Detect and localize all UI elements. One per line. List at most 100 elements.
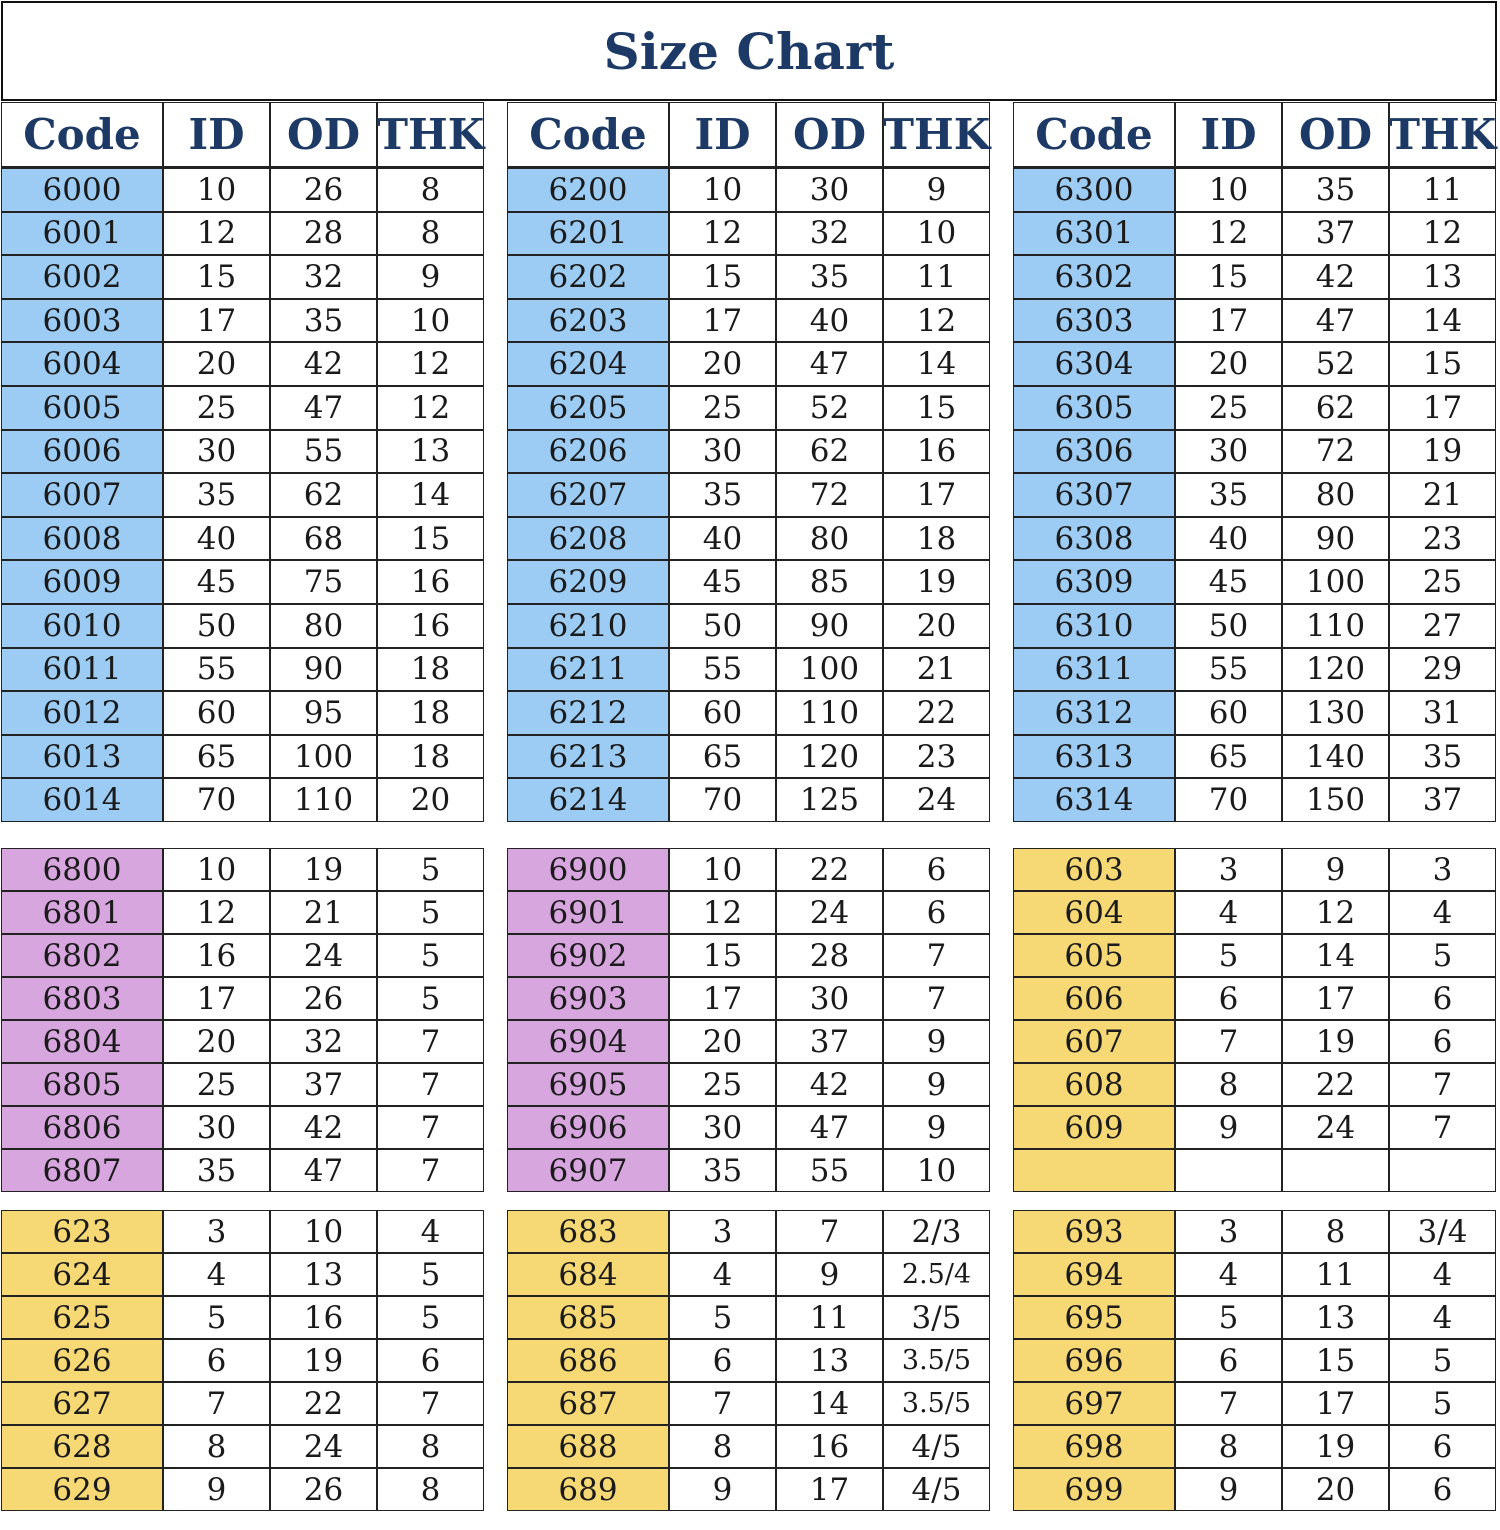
od-cell: 22	[776, 848, 883, 891]
thk-cell: 7	[377, 1106, 484, 1149]
thk-cell: 23	[883, 734, 990, 779]
id-cell: 8	[669, 1425, 776, 1468]
code-cell: 6304	[1013, 342, 1175, 386]
code-cell: 6003	[1, 298, 163, 343]
thk-cell: 7	[377, 1063, 484, 1106]
code-cell: 6204	[507, 342, 669, 386]
id-cell: 12	[669, 211, 776, 256]
id-cell: 70	[669, 778, 776, 822]
thk-cell: 25	[1389, 560, 1496, 604]
thk-cell: 9	[883, 1106, 990, 1149]
code-cell: 6903	[507, 977, 669, 1020]
code-cell: 6014	[1, 778, 163, 822]
od-cell: 47	[270, 386, 377, 430]
thk-cell: 10	[883, 211, 990, 256]
od-cell: 130	[1282, 691, 1389, 735]
thk-cell: 3/5	[883, 1296, 990, 1339]
thk-cell: 5	[1389, 934, 1496, 977]
od-cell: 32	[776, 211, 883, 256]
thk-cell: 29	[1389, 647, 1496, 692]
od-cell: 30	[776, 168, 883, 212]
thk-cell: 8	[377, 168, 484, 212]
thk-cell: 8	[377, 1425, 484, 1468]
thk-cell: 4	[1389, 1296, 1496, 1339]
thk-cell: 18	[377, 734, 484, 779]
thk-cell: 24	[883, 778, 990, 822]
od-cell: 28	[270, 211, 377, 256]
thk-cell: 6	[1389, 977, 1496, 1020]
od-cell: 62	[776, 429, 883, 474]
id-cell: 3	[669, 1210, 776, 1253]
code-cell: 6901	[507, 891, 669, 934]
id-cell: 20	[669, 342, 776, 386]
id-cell: 40	[163, 516, 270, 561]
code-cell: 6907	[507, 1149, 669, 1192]
id-cell: 6	[163, 1339, 270, 1382]
thk-cell: 4	[377, 1210, 484, 1253]
code-cell: 6902	[507, 934, 669, 977]
thk-cell: 18	[377, 647, 484, 692]
id-cell: 45	[1175, 560, 1282, 604]
id-cell: 30	[669, 1106, 776, 1149]
code-cell: 6801	[1, 891, 163, 934]
code-cell: 6300	[1013, 168, 1175, 212]
od-cell: 24	[270, 1425, 377, 1468]
code-cell: 6306	[1013, 429, 1175, 474]
od-cell: 37	[270, 1063, 377, 1106]
code-cell: 684	[507, 1253, 669, 1296]
id-cell: 10	[669, 168, 776, 212]
chart-title: Size Chart	[1, 1, 1497, 101]
code-cell: 629	[1, 1468, 163, 1511]
code-cell: 603	[1013, 848, 1175, 891]
thk-cell: 7	[1389, 1063, 1496, 1106]
id-cell: 15	[163, 255, 270, 299]
header-thk: THK	[1389, 102, 1496, 168]
id-cell: 12	[669, 891, 776, 934]
thk-cell: 16	[377, 560, 484, 604]
code-cell: 687	[507, 1382, 669, 1425]
od-cell: 17	[776, 1468, 883, 1511]
code-cell	[1013, 1149, 1175, 1192]
thk-cell: 20	[377, 778, 484, 822]
id-cell: 10	[669, 848, 776, 891]
code-cell: 6211	[507, 647, 669, 692]
id-cell: 50	[163, 604, 270, 648]
thk-cell: 31	[1389, 691, 1496, 735]
code-cell: 6804	[1, 1020, 163, 1063]
code-cell: 6904	[507, 1020, 669, 1063]
id-cell: 7	[669, 1382, 776, 1425]
code-cell: 6201	[507, 211, 669, 256]
od-cell: 55	[776, 1149, 883, 1192]
code-cell: 689	[507, 1468, 669, 1511]
od-cell: 24	[1282, 1106, 1389, 1149]
code-cell: 698	[1013, 1425, 1175, 1468]
thk-cell: 12	[377, 342, 484, 386]
id-cell: 10	[163, 168, 270, 212]
id-cell: 20	[1175, 342, 1282, 386]
code-cell: 6313	[1013, 734, 1175, 779]
od-cell: 22	[1282, 1063, 1389, 1106]
code-cell: 6006	[1, 429, 163, 474]
id-cell: 15	[1175, 255, 1282, 299]
header-od: OD	[776, 102, 883, 168]
id-cell: 50	[1175, 604, 1282, 648]
thk-cell: 12	[883, 298, 990, 343]
code-cell: 6209	[507, 560, 669, 604]
od-cell: 19	[1282, 1425, 1389, 1468]
thk-cell: 8	[377, 211, 484, 256]
thk-cell: 14	[883, 342, 990, 386]
thk-cell: 10	[883, 1149, 990, 1192]
id-cell: 20	[669, 1020, 776, 1063]
od-cell: 19	[270, 848, 377, 891]
od-cell: 8	[1282, 1210, 1389, 1253]
code-cell: 699	[1013, 1468, 1175, 1511]
od-cell: 75	[270, 560, 377, 604]
code-cell: 686	[507, 1339, 669, 1382]
id-cell: 60	[1175, 691, 1282, 735]
header-id: ID	[669, 102, 776, 168]
code-cell: 6311	[1013, 647, 1175, 692]
thk-cell: 5	[377, 934, 484, 977]
od-cell: 9	[1282, 848, 1389, 891]
id-cell: 9	[1175, 1468, 1282, 1511]
id-cell: 25	[1175, 386, 1282, 430]
